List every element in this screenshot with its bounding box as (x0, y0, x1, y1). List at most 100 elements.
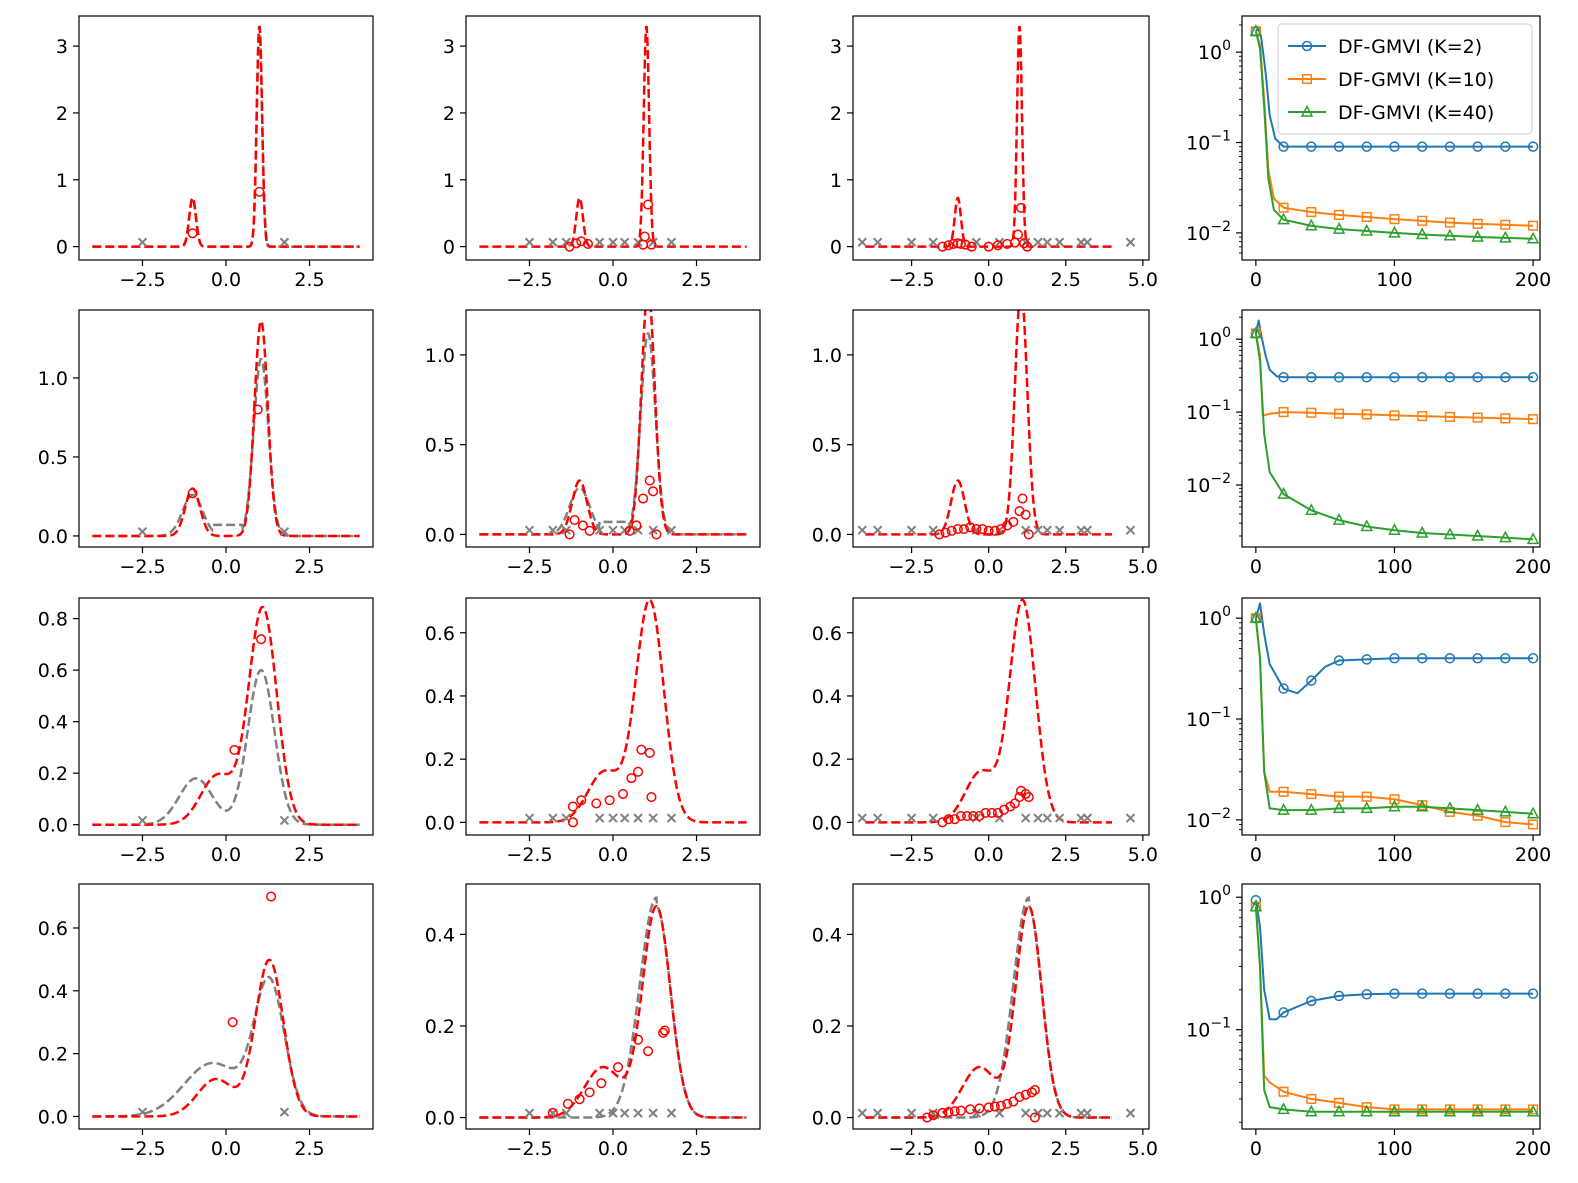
mixture-weight-circle (643, 199, 654, 210)
mixture-weight-circle (644, 747, 655, 758)
loss-marker-circle (1416, 988, 1428, 999)
mixture-weight-circle (564, 529, 575, 540)
loss-marker-square (1361, 409, 1372, 420)
x-tick-label: 2.5 (681, 556, 711, 578)
sample-node-cross (1042, 237, 1052, 247)
sample-node-cross (633, 813, 643, 823)
mixture-weight-circle (596, 1078, 607, 1089)
x-tick-label: 100 (1376, 844, 1412, 866)
sample-node-cross (619, 1108, 630, 1118)
mixture-weight-circle (651, 529, 662, 540)
loss-marker-square (1528, 414, 1539, 425)
tick-base: 10 (1198, 608, 1222, 630)
mixture-weight-circle (948, 238, 959, 250)
mixture-weight-circle (1023, 792, 1034, 803)
sample-node-cross (1125, 1108, 1136, 1118)
loss-marker-triangle (1415, 799, 1429, 812)
sample-node-cross (872, 525, 883, 535)
x-tick-label: 0.0 (598, 269, 628, 291)
panel-r1-c3: −2.5 0.0 2.5 5.0 0 1 2 3 (830, 15, 1158, 291)
sample-node-cross (666, 1108, 677, 1118)
mixture-weight-circle (591, 798, 602, 809)
y-tick-label: 10−1 (1186, 398, 1231, 424)
mixture-weight-circle (995, 1100, 1007, 1111)
y-tick-label: 0.5 (38, 447, 68, 469)
loss-marker-triangle (1277, 487, 1290, 499)
x-tick-label: 0.0 (211, 556, 241, 578)
mixture-weight-circle (983, 241, 994, 252)
sample-node-cross (1054, 813, 1065, 823)
loss-marker-triangle (1471, 528, 1484, 541)
y-tick-label: 2 (830, 103, 842, 125)
sample-node-cross (648, 1108, 658, 1118)
sample-node-cross (137, 815, 148, 826)
mixture-weight-circle (989, 1101, 1000, 1112)
panel-r4-c1: −2.5 0.0 2.5 0.0 0.2 0.4 0.6 (38, 883, 374, 1160)
mixture-weight-circle (252, 404, 263, 415)
sample-node-cross (1082, 1108, 1093, 1118)
mixture-weight-circle (940, 527, 951, 538)
y-tick-label: 0.0 (812, 1108, 842, 1130)
y-tick-label: 0.4 (425, 924, 455, 946)
x-tick-label: 2.5 (1051, 844, 1081, 866)
loss-line-series-2 (1254, 333, 1534, 421)
sample-node-cross (1054, 237, 1065, 247)
x-tick-label: −2.5 (506, 556, 552, 578)
mixture-weight-circle (974, 810, 985, 822)
loss-marker-circle (1472, 653, 1483, 664)
sample-node-cross (524, 1108, 535, 1118)
approximation-density-line (865, 896, 1112, 1119)
x-tick-label: 0.0 (598, 556, 628, 578)
mixture-weight-circle (1017, 493, 1028, 504)
mixture-weight-circle (937, 241, 948, 252)
sample-node-cross (137, 1107, 148, 1117)
loss-marker-square (1389, 214, 1400, 225)
legend-label-2: DF-GMVI (K=10) (1338, 69, 1494, 91)
y-tick-label: 2 (443, 103, 455, 125)
sample-node-cross (608, 237, 618, 247)
x-tick-label: 2.5 (681, 1138, 711, 1160)
plot-area (92, 319, 360, 538)
tick-base: 10 (1186, 1020, 1210, 1042)
sample-node-cross (666, 813, 677, 823)
loss-marker-circle (1472, 372, 1483, 383)
x-tick-label: 2.5 (1051, 1138, 1081, 1160)
y-tick-label: 1 (56, 170, 68, 192)
mixture-weight-circle (989, 525, 1000, 536)
target-density-line (92, 958, 360, 1118)
mixture-weight-circle (960, 239, 971, 250)
loss-marker-triangle (1471, 802, 1484, 815)
loss-marker-circle (1444, 988, 1456, 999)
loss-marker-triangle (1526, 532, 1540, 545)
x-tick-label: 5.0 (1128, 1138, 1158, 1160)
plot-area (479, 25, 747, 252)
x-tick-label: 5.0 (1128, 844, 1158, 866)
target-density-line (92, 25, 360, 248)
loss-marker-triangle (1499, 1104, 1512, 1117)
mixture-weight-circle (962, 810, 973, 822)
y-tick-label: 0.2 (425, 1016, 455, 1038)
loss-marker-triangle (1471, 229, 1484, 242)
loss-marker-square (1306, 1093, 1317, 1104)
tick-base: 10 (1198, 329, 1222, 351)
loss-marker-circle (1444, 653, 1456, 664)
y-tick-label: 100 (1198, 325, 1231, 351)
loss-marker-circle (1416, 653, 1428, 664)
x-tick-label: 0.0 (598, 844, 628, 866)
y-tick-label: 3 (443, 36, 455, 58)
loss-line-series-3 (1254, 618, 1534, 815)
mixture-weight-circle (934, 529, 945, 540)
sample-node-cross (648, 525, 658, 535)
y-tick-label: 0.2 (425, 749, 455, 771)
mixture-weight-circle (547, 1107, 558, 1119)
loss-marker-triangle (1443, 527, 1457, 540)
target-density-line (479, 598, 747, 824)
loss-marker-circle (1306, 995, 1317, 1007)
loss-line-series-3 (1254, 906, 1534, 1113)
sample-node-cross (1033, 1108, 1043, 1118)
loss-marker-square (1389, 410, 1400, 421)
sample-node-cross (561, 1108, 571, 1118)
sample-node-cross (594, 237, 605, 247)
sample-node-cross (594, 813, 605, 823)
